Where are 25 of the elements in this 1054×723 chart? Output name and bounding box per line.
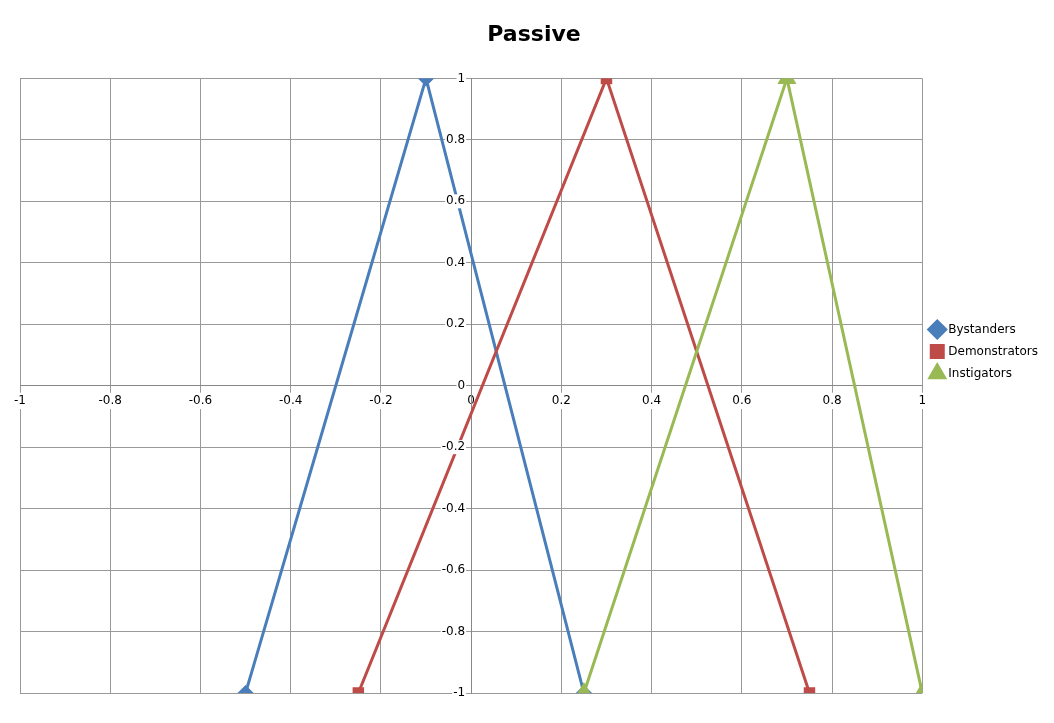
y-tick-label: 1 <box>457 70 466 85</box>
y-tick-label: -0.4 <box>441 500 466 515</box>
x-tick-label: 0.8 <box>822 393 842 408</box>
legend-label: Demonstrators <box>948 343 1039 358</box>
x-tick-label: 0.6 <box>732 393 752 408</box>
x-tick-label: 0.2 <box>551 393 571 408</box>
y-tick-label: -0.6 <box>441 562 466 577</box>
legend-label: Instigators <box>948 365 1012 380</box>
chart-title: Passive <box>487 20 581 46</box>
x-tick-label: 1 <box>918 393 927 408</box>
x-tick-label: -0.6 <box>188 393 213 408</box>
y-tick-label: -0.8 <box>441 623 466 638</box>
x-tick-label: -0.8 <box>98 393 122 408</box>
x-tick-label: -0.4 <box>278 393 303 408</box>
legend-label: Bystanders <box>948 321 1016 336</box>
y-tick-label: 0.2 <box>446 316 466 331</box>
y-tick-label: -0.2 <box>441 439 466 454</box>
y-tick-label: 0.4 <box>446 254 466 269</box>
x-tick-label: -1 <box>14 393 26 408</box>
x-tick-label: 0.4 <box>642 393 662 408</box>
y-tick-label: 0.8 <box>446 131 466 146</box>
x-tick-label: -0.2 <box>369 393 393 408</box>
y-tick-label: -1 <box>453 685 466 700</box>
y-tick-label: 0.6 <box>446 193 466 208</box>
y-tick-label: 0 <box>457 377 466 392</box>
